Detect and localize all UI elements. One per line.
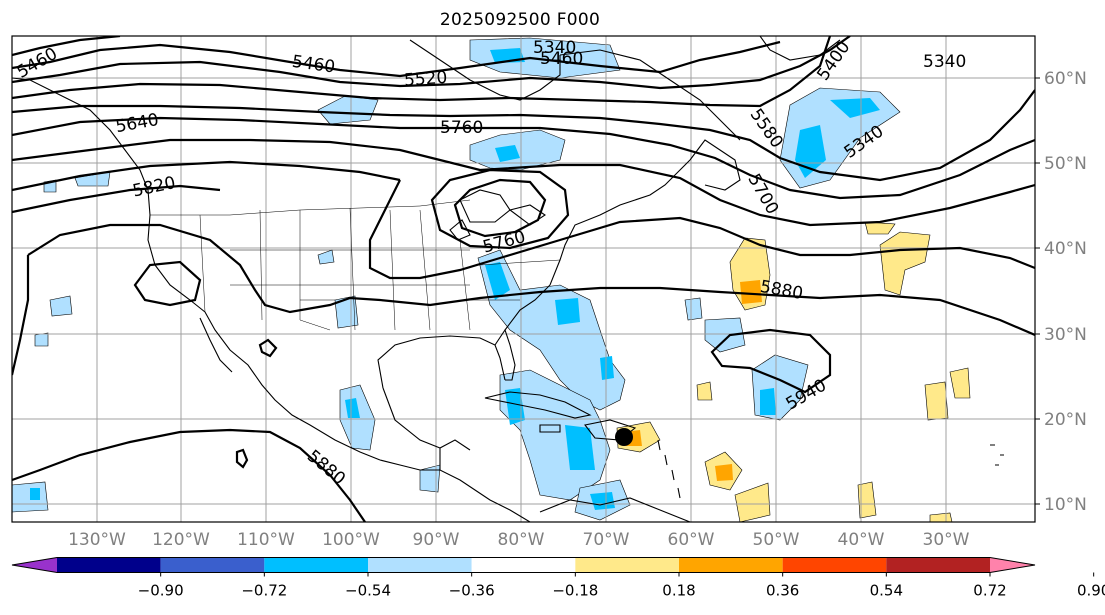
colorbar-segment [679,557,783,573]
colorbar-segment [368,557,472,573]
lon-label: 60°W [668,530,715,550]
colorbar-segment [471,557,576,573]
lon-label: 80°W [498,530,545,550]
colorbar-segment [57,557,161,573]
colorbar-tick-label: 0.90 [1077,582,1105,600]
map-title: 2025092500 F000 [439,10,601,30]
lat-label: 40°N [1044,239,1087,259]
contour-label: 5760 [440,118,483,138]
colorbar-tick-label: 0.72 [973,582,1006,600]
contour-label: 5520 [403,68,448,91]
lon-label: 50°W [753,530,800,550]
colorbar-tick-label: −0.36 [449,582,495,600]
lon-label: 130°W [68,530,126,550]
lon-label: 40°W [838,530,885,550]
colorbar-segment [160,557,265,573]
colorbar-tick-label: 0.54 [870,582,903,600]
longitude-labels: 130°W 120°W 110°W 100°W 90°W 80°W 70°W 6… [68,530,970,550]
lat-ticks [1035,77,1040,505]
lon-label: 120°W [152,530,210,550]
lat-label: 50°N [1044,154,1087,174]
lon-label: 90°W [413,530,460,550]
lat-label: 20°N [1044,410,1087,430]
colorbar-segment [264,557,368,573]
colorbar-extend-low [12,557,57,573]
lat-label: 30°N [1044,325,1087,345]
colorbar-tick-label: −0.54 [345,582,391,600]
colorbar-ticks: −0.90 −0.72 −0.54 −0.36 −0.18 0.18 0.36 0.54 0.7… [138,572,1105,600]
colorbar-tick-label: −0.18 [552,582,598,600]
map-border [11,35,1036,523]
anomaly-shading [12,37,971,522]
contour-label: 5340 [923,52,966,72]
lon-label: 100°W [322,530,380,550]
lat-label: 60°N [1044,69,1087,89]
graticule [12,36,1035,522]
colorbar-tick-label: 0.18 [662,582,695,600]
coastlines [12,36,1004,522]
colorbar-extend-high [990,557,1035,573]
colorbar-segment [575,557,679,573]
colorbar [11,557,1036,573]
lon-label: 30°W [923,530,970,550]
colorbar-tick-label: 0.36 [766,582,799,600]
colorbar-segment [886,557,990,573]
lat-label: 10°N [1044,495,1087,515]
colorbar-segment [782,557,887,573]
colorbar-tick-label: −0.72 [241,582,287,600]
lon-label: 70°W [583,530,630,550]
lon-label: 110°W [237,530,295,550]
height-contours [12,36,1035,522]
contour-label: 5460 [540,49,583,69]
latitude-labels: 60°N 50°N 40°N 30°N 20°N 10°N [1044,69,1087,515]
contour-label: 5340 [533,38,576,58]
storm-position-dot [615,428,633,446]
colorbar-outline [11,557,1036,573]
colorbar-tick-label: −0.90 [138,582,184,600]
